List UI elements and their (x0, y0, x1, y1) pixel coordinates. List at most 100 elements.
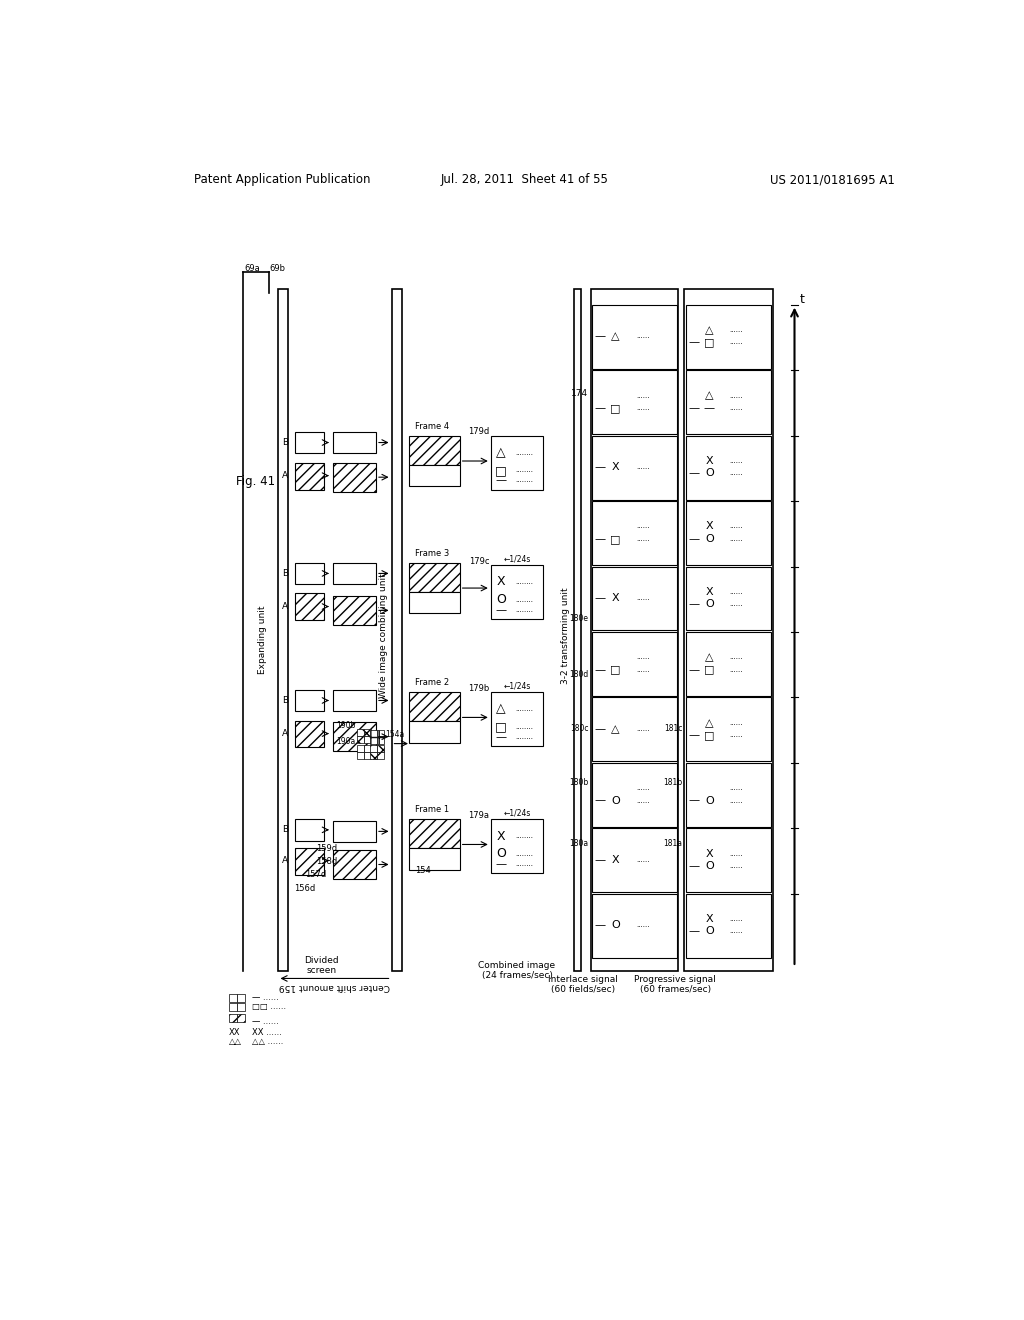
Bar (592, 829, 678, 892)
Text: ......: ...... (730, 524, 743, 529)
Text: 181c: 181c (664, 723, 682, 733)
Bar (278, 289, 288, 970)
Text: —: — (688, 927, 699, 936)
Text: —: — (496, 859, 506, 869)
Bar (377, 752, 384, 759)
Text: B: B (283, 825, 289, 834)
Text: ←1/24s: ←1/24s (504, 808, 530, 817)
Bar (364, 737, 371, 743)
Bar (592, 305, 678, 368)
Bar (410, 818, 460, 849)
Text: ......: ...... (730, 589, 743, 595)
Text: △: △ (611, 723, 620, 734)
Text: □: □ (705, 665, 715, 675)
Bar (356, 752, 364, 759)
Bar (592, 370, 678, 434)
Bar (334, 850, 376, 879)
Text: ........: ........ (515, 597, 534, 603)
Text: □: □ (610, 403, 621, 413)
Text: A: A (283, 471, 289, 480)
Bar (334, 432, 376, 453)
Bar (238, 1003, 245, 1011)
Text: X: X (497, 829, 505, 842)
Text: 181b: 181b (663, 777, 682, 787)
Text: ......: ...... (730, 850, 743, 857)
Text: ........: ........ (515, 723, 534, 730)
Text: B: B (283, 696, 289, 705)
Text: ......: ...... (636, 465, 649, 470)
Bar (295, 562, 324, 585)
Text: —: — (594, 723, 605, 734)
Bar (334, 562, 376, 585)
Text: O: O (496, 593, 506, 606)
Text: △: △ (705, 325, 714, 335)
Text: O: O (705, 599, 714, 610)
Text: X: X (706, 455, 713, 466)
Text: X: X (497, 576, 505, 589)
Text: —: — (594, 403, 605, 413)
Text: A: A (283, 729, 289, 738)
Text: △: △ (705, 391, 714, 400)
Text: —: — (594, 593, 605, 603)
Text: —: — (688, 533, 699, 544)
Text: ......: ...... (730, 928, 743, 935)
Bar (295, 721, 324, 747)
Text: — ......: — ...... (252, 1018, 279, 1026)
Bar (377, 730, 384, 737)
Bar (356, 744, 364, 752)
Bar (686, 894, 771, 958)
Bar (295, 689, 324, 711)
Text: — ......: — ...... (252, 993, 279, 1002)
Text: Frame 1: Frame 1 (415, 805, 449, 814)
Text: ......: ...... (636, 333, 649, 339)
Bar (686, 305, 771, 368)
Text: O: O (705, 861, 714, 871)
Text: Patent Application Publication: Patent Application Publication (194, 173, 371, 186)
Text: 180a: 180a (569, 840, 589, 849)
Text: ........: ........ (515, 478, 534, 483)
Bar (334, 595, 376, 626)
Bar (334, 821, 376, 842)
Text: △: △ (611, 331, 620, 342)
Bar (364, 729, 371, 737)
Text: □: □ (705, 730, 715, 741)
Bar (592, 566, 678, 631)
Bar (686, 763, 771, 826)
Text: 174: 174 (570, 389, 588, 397)
Bar (295, 432, 324, 453)
Text: O: O (705, 469, 714, 478)
Text: □: □ (610, 665, 621, 675)
Text: ......: ...... (730, 601, 743, 607)
Text: ......: ...... (730, 458, 743, 465)
Bar (592, 436, 678, 499)
Text: —: — (496, 731, 506, 742)
Bar (410, 692, 460, 721)
Text: O: O (705, 533, 714, 544)
Bar (686, 697, 771, 762)
Bar (334, 689, 376, 711)
Bar (490, 818, 544, 873)
Text: Divided
screen: Divided screen (304, 956, 339, 975)
Text: 156d: 156d (294, 884, 315, 892)
Bar (686, 632, 771, 696)
Bar (686, 436, 771, 499)
Text: X: X (611, 855, 620, 865)
Text: —: — (688, 469, 699, 478)
Text: ......: ...... (636, 923, 649, 928)
Text: ......: ...... (636, 595, 649, 601)
Text: —: — (496, 605, 506, 615)
Text: 157d: 157d (305, 870, 326, 879)
Text: XX ......: XX ...... (252, 1028, 282, 1036)
Text: ........: ........ (515, 850, 534, 857)
Text: □: □ (495, 721, 507, 733)
Text: □□ ......: □□ ...... (252, 1002, 286, 1011)
Text: △△: △△ (228, 1038, 242, 1045)
Bar (228, 1014, 237, 1022)
Text: 154: 154 (415, 866, 430, 875)
Text: A: A (283, 857, 289, 865)
Text: ......: ...... (730, 797, 743, 804)
Text: ......: ...... (636, 655, 649, 660)
Text: O: O (705, 796, 714, 805)
Text: ......: ...... (730, 719, 743, 726)
Text: ......: ...... (636, 726, 649, 733)
